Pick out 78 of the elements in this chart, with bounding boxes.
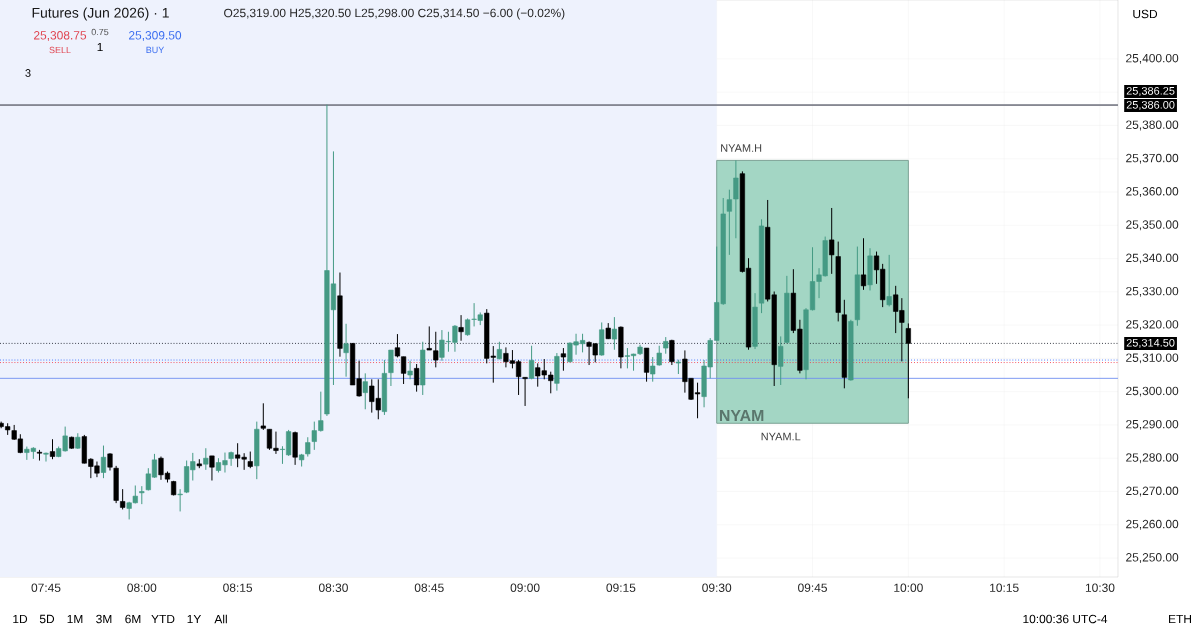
text: 1Y [187,614,202,624]
annotation: 25,308.75 [34,31,87,41]
x-tick-label: 08:15 [223,583,253,592]
x-tick-label: 09:15 [606,583,636,592]
x-tick-label: 10:30 [1085,583,1115,592]
x-tick-label: 09:00 [510,583,540,592]
x-tick-label: 08:45 [414,583,444,592]
candlestick [388,349,394,387]
text: All [214,614,227,624]
candlestick [611,316,617,351]
candlestick [458,314,464,342]
y-tick-label: 25,350.00 [1126,220,1179,231]
x-tick-label: 09:30 [702,583,732,592]
text: 10:00:36 UTC-4 [1023,614,1108,624]
candlestick [120,488,126,510]
candlestick [829,207,835,275]
y-tick-label: 25,280.00 [1126,453,1179,464]
ref-line-label: 25,386.25 [1126,86,1175,97]
candlestick [362,372,368,410]
y-tick-label: 25,400.00 [1126,53,1179,64]
y-tick-label: 25,260.00 [1126,519,1179,530]
ref-line-label: 25,386.00 [1126,100,1175,111]
y-tick-label: 25,340.00 [1126,253,1179,264]
candlestick [886,254,892,307]
candlestick [228,451,234,467]
annotation: 1 [97,42,103,52]
text: 3M [96,614,112,624]
candlestick [905,322,911,399]
candlestick [860,237,867,291]
y-tick-label: 25,330.00 [1126,286,1179,297]
text: USD [1133,9,1158,19]
candlestick [260,402,266,431]
annotation: NYAM.H [721,144,762,152]
candlestick [100,445,107,479]
y-tick-label: 25,320.00 [1126,320,1179,331]
band-label: NYAM [719,410,764,422]
text: YTD [151,614,175,624]
y-tick-label: 25,290.00 [1126,419,1179,430]
candlestick [529,345,535,380]
candlestick [43,452,49,463]
y-tick-label: 25,250.00 [1126,553,1179,563]
candlestick [522,376,528,407]
candlestick [407,360,413,380]
text: O25,319.00 H25,320.50 L25,298.00 C25,314.50 −6.00 (−0.02%) [224,8,565,20]
annotation: 3 [25,69,31,77]
x-tick-label: 10:15 [990,583,1019,592]
ref-line-label: 25,314.50 [1126,338,1175,348]
text: 6M [125,614,141,624]
candlestick [209,455,215,481]
candlestick [778,335,784,386]
candlestick [343,323,349,378]
y-tick-label: 25,370.00 [1126,153,1179,164]
text: 5D [39,614,55,624]
y-tick-label: 25,270.00 [1126,486,1179,497]
y-tick-label: 25,380.00 [1126,120,1179,131]
y-tick-label: 25,310.00 [1126,353,1179,364]
text: Futures (Jun 2026) · 1 [32,7,169,21]
y-tick-label: 25,300.00 [1126,386,1179,397]
y-tick-label: 25,360.00 [1126,187,1179,197]
annotation: 25,309.50 [129,31,182,41]
x-tick-label: 08:30 [318,583,348,592]
x-tick-label: 07:45 [31,583,61,592]
text: ETH [1169,614,1191,624]
x-tick-label: 08:00 [127,583,157,592]
candlestick [560,347,566,372]
annotation: SELL [49,46,71,54]
x-tick-label: 10:00 [894,583,923,592]
candlestick [669,339,675,366]
candlestick [49,438,56,460]
text: 1D [13,614,28,624]
candlestick [414,363,420,393]
x-tick-label: 09:45 [798,583,827,592]
text: 1M [67,614,83,624]
candlestick [177,488,183,512]
annotation: NYAM.L [761,432,801,441]
annotation: 0.75 [91,28,109,36]
candlestick [203,447,209,471]
annotation: BUY [146,46,165,54]
